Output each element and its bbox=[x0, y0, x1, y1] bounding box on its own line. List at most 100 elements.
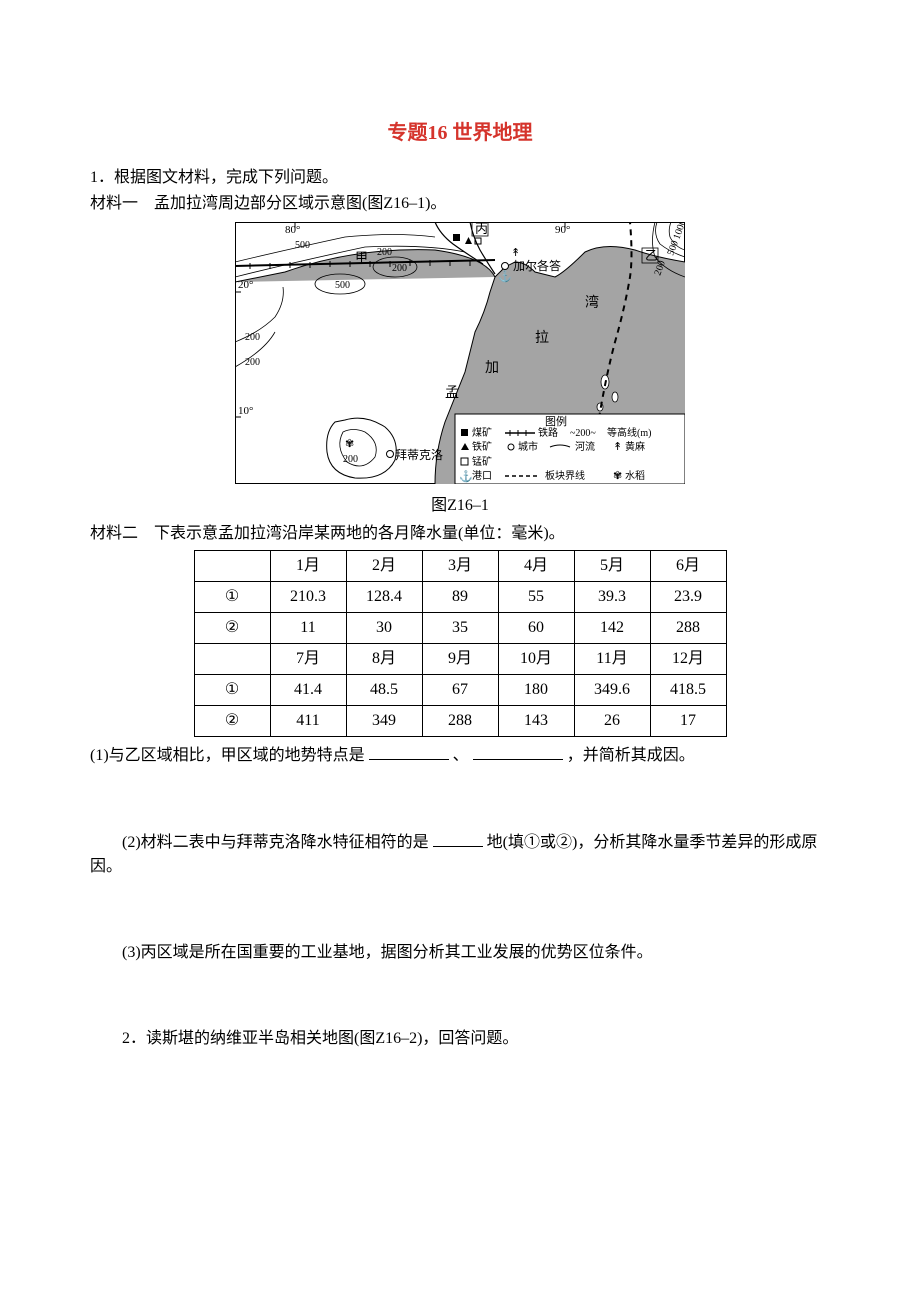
table-cell: 17 bbox=[650, 706, 726, 737]
page-title: 专题16 世界地理 bbox=[90, 118, 830, 148]
small-island-2 bbox=[612, 392, 618, 402]
lg-city: 城市 bbox=[518, 440, 538, 453]
table-cell: 11 bbox=[270, 613, 346, 644]
table-cell: 128.4 bbox=[346, 582, 422, 613]
fill-blank bbox=[369, 743, 449, 760]
lg-port: 港口 bbox=[472, 470, 492, 482]
table-cell: 55 bbox=[498, 582, 574, 613]
rice-icon: ✾ bbox=[345, 438, 354, 450]
document-page: 专题16 世界地理 1．根据图文材料，完成下列问题。 材料一 孟加拉湾周边部分区… bbox=[0, 0, 920, 1302]
coal-symbol bbox=[453, 234, 460, 241]
c200-label-island: 200 bbox=[343, 454, 358, 465]
table-cell: 349 bbox=[346, 706, 422, 737]
table-cell: 67 bbox=[422, 675, 498, 706]
table-cell: 39.3 bbox=[574, 582, 650, 613]
table-cell: 2月 bbox=[346, 551, 422, 582]
table-cell: 4月 bbox=[498, 551, 574, 582]
city-batticaloa-label: 拜蒂克洛 bbox=[395, 447, 443, 462]
q1-material2: 材料二 下表示意孟加拉湾沿岸某两地的各月降水量(单位：毫米)。 bbox=[90, 522, 830, 546]
port-anchor-icon: ⚓ bbox=[498, 270, 512, 283]
c200-label-c: 200 bbox=[245, 332, 260, 343]
lat10-label: 10° bbox=[238, 405, 253, 417]
lg-coal-icon bbox=[461, 429, 468, 436]
table-row: ① 41.4 48.5 67 180 349.6 418.5 bbox=[194, 675, 726, 706]
c200-label-d: 200 bbox=[245, 357, 260, 368]
table-cell: 7月 bbox=[270, 644, 346, 675]
figure-caption: 图Z16–1 bbox=[90, 494, 830, 518]
city-batticaloa-marker bbox=[387, 451, 394, 458]
table-cell: 26 bbox=[574, 706, 650, 737]
lat20-label: 20° bbox=[238, 279, 253, 291]
table-cell: 30 bbox=[346, 613, 422, 644]
label-jia: 甲 bbox=[355, 250, 368, 265]
lg-iron: 铁矿 bbox=[472, 440, 492, 453]
fill-blank bbox=[473, 743, 563, 760]
table-cell: 6月 bbox=[650, 551, 726, 582]
sea-char-wan: 湾 bbox=[585, 294, 599, 311]
city-kolkata-marker bbox=[502, 263, 509, 270]
table-cell: ② bbox=[194, 706, 270, 737]
lg-coal: 煤矿 bbox=[472, 426, 492, 439]
table-cell: 10月 bbox=[498, 644, 574, 675]
q1-sub2: (2)材料二表中与拜蒂克洛降水特征相符的是 地(填①或②)，分析其降水量季节差异… bbox=[90, 830, 830, 879]
table-cell: 60 bbox=[498, 613, 574, 644]
table-cell: ② bbox=[194, 613, 270, 644]
island-srilanka bbox=[327, 418, 397, 478]
lg-contour: 等高线(m) bbox=[607, 426, 651, 439]
table-cell: 210.3 bbox=[270, 582, 346, 613]
q1-sub1-text-a: (1)与乙区域相比，甲区域的地势特点是 bbox=[90, 747, 365, 764]
table-row: 7月 8月 9月 10月 11月 12月 bbox=[194, 644, 726, 675]
jute-icon: ↟ bbox=[511, 247, 520, 259]
table-cell: ① bbox=[194, 675, 270, 706]
table-cell: 48.5 bbox=[346, 675, 422, 706]
table-cell: 288 bbox=[650, 613, 726, 644]
sea-char-la: 拉 bbox=[535, 330, 549, 346]
q1-sub2-text-a: (2)材料二表中与拜蒂克洛降水特征相符的是 bbox=[122, 834, 429, 851]
city-kolkata-label: 加尔各答 bbox=[513, 258, 561, 273]
table-cell: 349.6 bbox=[574, 675, 650, 706]
sea-char-jia: 加 bbox=[485, 360, 499, 376]
table-cell-blank bbox=[194, 551, 270, 582]
lg-city-icon bbox=[508, 444, 514, 450]
q1-sub3: (3)丙区域是所在国重要的工业基地，据图分析其工业发展的优势区位条件。 bbox=[90, 941, 830, 965]
table-cell: 89 bbox=[422, 582, 498, 613]
table-cell: 180 bbox=[498, 675, 574, 706]
lg-river: 河流 bbox=[575, 440, 595, 453]
table-cell: 143 bbox=[498, 706, 574, 737]
lg-jute-icon: ↟ bbox=[613, 441, 622, 453]
table-cell: 1月 bbox=[270, 551, 346, 582]
table-cell: 23.9 bbox=[650, 582, 726, 613]
q1-sub1-text-c: ，并简析其成因。 bbox=[567, 747, 695, 764]
sea-char-meng: 孟 bbox=[445, 385, 459, 401]
fill-blank bbox=[433, 830, 483, 847]
table-row: ① 210.3 128.4 89 55 39.3 23.9 bbox=[194, 582, 726, 613]
map-svg: ⚓ ↟ ✾ 甲 乙 丙 加尔各答 拜蒂克洛 孟 bbox=[235, 222, 685, 484]
label-bing: 丙 bbox=[475, 222, 488, 236]
table-cell: 288 bbox=[422, 706, 498, 737]
answer-space bbox=[90, 770, 830, 824]
table-cell: ① bbox=[194, 582, 270, 613]
table-cell: 35 bbox=[422, 613, 498, 644]
table-cell: 9月 bbox=[422, 644, 498, 675]
lg-rice-icon: ✾ bbox=[613, 470, 622, 482]
table-row: ② 411 349 288 143 26 17 bbox=[194, 706, 726, 737]
lg-rail: 铁路 bbox=[538, 426, 558, 439]
table-cell: 3月 bbox=[422, 551, 498, 582]
c500-label-a: 500 bbox=[295, 240, 310, 251]
figure-z16-1: ⚓ ↟ ✾ 甲 乙 丙 加尔各答 拜蒂克洛 孟 bbox=[90, 222, 830, 492]
lg-jute: 黄麻 bbox=[625, 440, 645, 453]
table-cell: 5月 bbox=[574, 551, 650, 582]
c200-label-b: 200 bbox=[392, 263, 407, 274]
answer-space bbox=[90, 881, 830, 935]
lon90-label: 90° bbox=[555, 224, 570, 236]
q1-sub1-text-b: 、 bbox=[453, 747, 469, 764]
q2-stem: 2．读斯堪的纳维亚半岛相关地图(图Z16–2)，回答问题。 bbox=[90, 1027, 830, 1051]
rainfall-table: 1月 2月 3月 4月 5月 6月 ① 210.3 128.4 89 55 39… bbox=[194, 550, 727, 737]
table-row: ② 11 30 35 60 142 288 bbox=[194, 613, 726, 644]
table-cell: 418.5 bbox=[650, 675, 726, 706]
lg-rice: 水稻 bbox=[625, 470, 645, 482]
q1-stem: 1．根据图文材料，完成下列问题。 bbox=[90, 166, 830, 190]
c500-label-b: 500 bbox=[335, 280, 350, 291]
table-row: 1月 2月 3月 4月 5月 6月 bbox=[194, 551, 726, 582]
lg-plate: 板块界线 bbox=[545, 469, 585, 482]
